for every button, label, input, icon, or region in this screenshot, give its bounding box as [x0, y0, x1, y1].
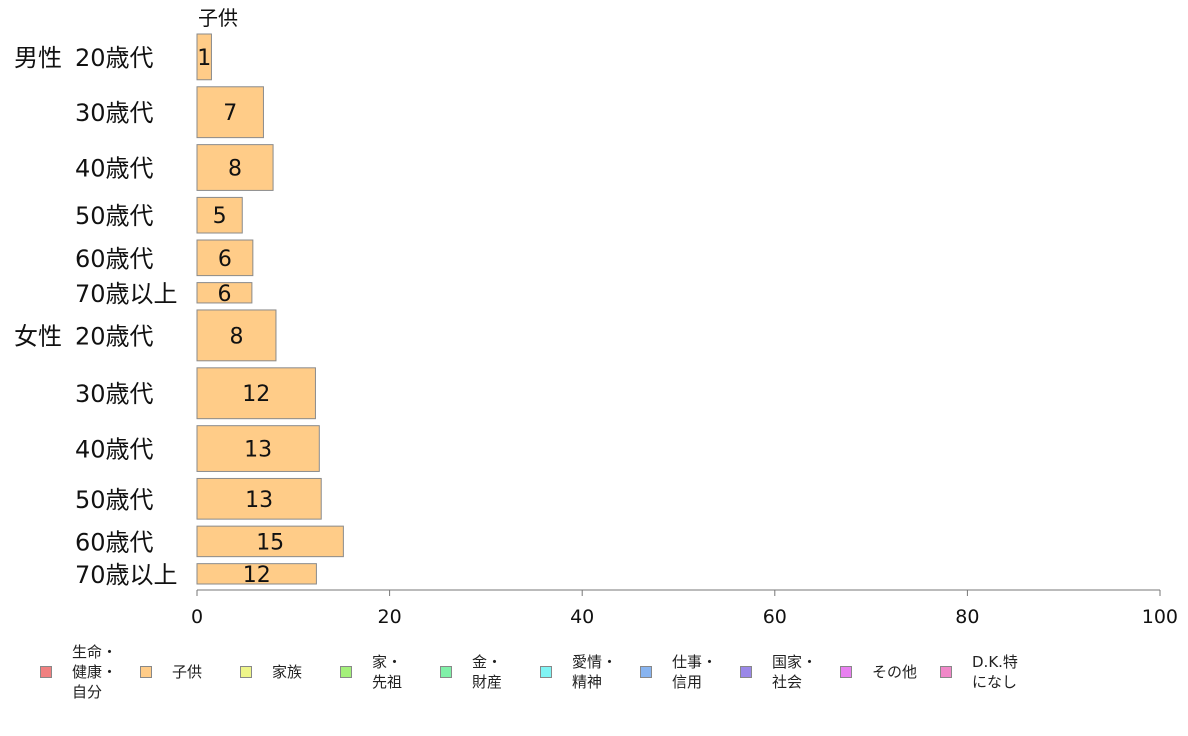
x-tick-label: 40: [570, 606, 594, 628]
bar-value-label: 13: [244, 438, 272, 463]
bar-value-label: 6: [217, 282, 231, 307]
bar: [196, 282, 253, 304]
category-label: 20歳代: [75, 322, 154, 350]
bar: [196, 309, 277, 362]
x-tick-label: 100: [1142, 606, 1178, 628]
category-label: 50歳代: [75, 202, 154, 230]
legend-swatch: [840, 666, 852, 678]
bar-value-label: 13: [245, 488, 273, 513]
bar-value-label: 12: [242, 382, 270, 407]
bar: [196, 86, 264, 139]
legend-swatch: [940, 666, 952, 678]
bar: [196, 239, 254, 277]
legend-swatch: [240, 666, 252, 678]
x-axis: 0 20 40 60 80 100: [191, 589, 1178, 628]
bar-value-label: 12: [243, 563, 271, 588]
bar: [196, 367, 316, 420]
bar: [196, 525, 344, 558]
bar-value-label: 6: [218, 247, 232, 272]
bar-value-label: 1: [197, 46, 211, 71]
group-label: 男性: [14, 44, 62, 72]
legend: 生命・ 健康・ 自分 子供 家族 家・ 先祖 金・ 財産 愛情・ 精神 仕事・ 信用 国家・ …: [40, 640, 1160, 720]
legend-swatch: [440, 666, 452, 678]
bar: [196, 563, 317, 585]
legend-swatch: [740, 666, 752, 678]
category-label: 50歳代: [75, 486, 154, 514]
legend-swatch: [340, 666, 352, 678]
legend-swatch: [640, 666, 652, 678]
legend-label: 子供: [172, 663, 203, 681]
category-label: 70歳以上: [75, 280, 178, 308]
legend-swatch: [40, 666, 52, 678]
legend-label: 家・ 先祖: [372, 653, 403, 691]
bar-value-label: 7: [223, 101, 237, 126]
category-labels: 20歳代 30歳代 40歳代 50歳代 60歳代 70歳以上 20歳代 30歳代 40歳代 50歳…: [75, 44, 178, 589]
category-label: 20歳代: [75, 44, 154, 72]
legend-swatch: [140, 666, 152, 678]
legend-label: その他: [872, 663, 918, 681]
legend-label: 家族: [272, 663, 303, 681]
bar-value-label: 8: [229, 324, 243, 349]
legend-swatch: [540, 666, 552, 678]
x-tick-label: 60: [763, 606, 787, 628]
x-tick-label: 0: [191, 606, 203, 628]
group-label: 女性: [14, 322, 62, 350]
bar: [196, 196, 243, 234]
category-label: 40歳代: [75, 155, 154, 183]
x-tick-label: 20: [378, 606, 402, 628]
legend-label: 金・ 財産: [472, 653, 503, 691]
series-title: 子供: [198, 6, 238, 30]
bar-value-label: 15: [256, 530, 284, 555]
bar: [196, 477, 322, 520]
legend-label: 愛情・ 精神: [572, 653, 618, 691]
legend-label: 仕事・ 信用: [672, 653, 718, 691]
category-label: 30歳代: [75, 380, 154, 408]
legend-label: 生命・ 健康・ 自分: [72, 643, 118, 701]
category-label: 60歳代: [75, 528, 154, 556]
legend-label: 国家・ 社会: [772, 653, 818, 691]
bar: [196, 425, 320, 472]
category-label: 40歳代: [75, 436, 154, 464]
category-label: 60歳代: [75, 245, 154, 273]
x-tick-label: 80: [955, 606, 979, 628]
category-label: 70歳以上: [75, 561, 178, 589]
bar: [196, 144, 274, 191]
bar-value-label: 5: [213, 204, 227, 229]
bar: [196, 33, 212, 81]
category-label: 30歳代: [75, 99, 154, 127]
bar-value-label: 8: [228, 157, 242, 182]
legend-label: D.K.特 になし: [972, 653, 1018, 691]
